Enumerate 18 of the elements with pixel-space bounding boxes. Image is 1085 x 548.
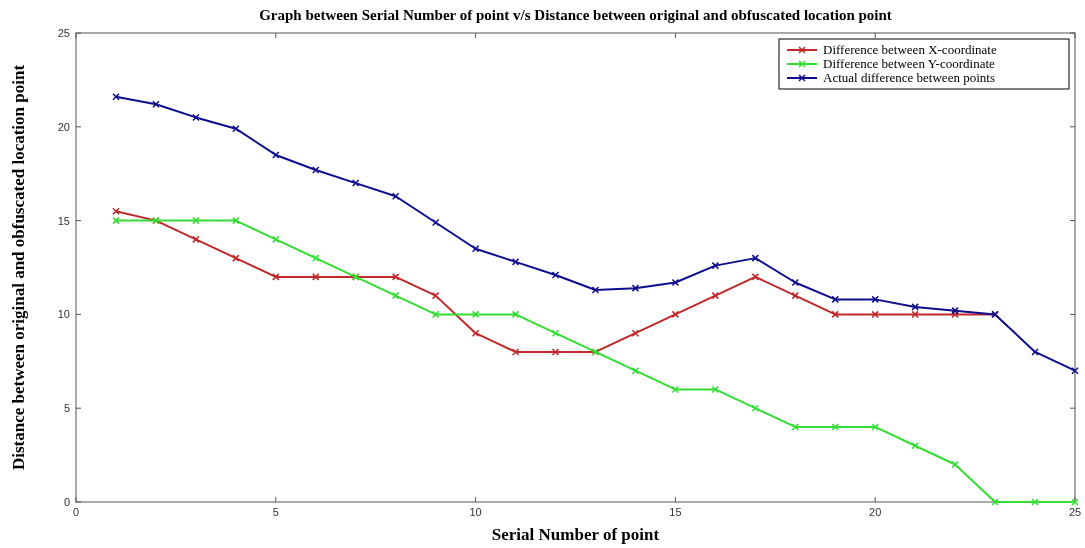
y-axis-title: Distance between original and obfuscated location point [9, 64, 28, 471]
x-tick-label: 25 [1068, 506, 1082, 518]
y-tick-label: 0 [63, 496, 70, 508]
chart-title: Graph between Serial Number of point v/s Distance between original and obfuscated location point [259, 7, 892, 23]
x-axis-title: Serial Number of point [491, 525, 660, 544]
x-tick-label: 5 [272, 506, 279, 518]
x-tick-label: 10 [469, 506, 482, 518]
x-tick-label: 20 [869, 506, 882, 518]
legend-label: Difference between X-coordinate [823, 42, 997, 57]
y-tick-label: 15 [57, 214, 70, 227]
legend-label: Actual difference between points [823, 70, 995, 85]
x-tick-label: 0 [72, 506, 80, 518]
y-tick-label: 5 [63, 402, 70, 415]
y-tick-label: 20 [57, 120, 70, 133]
y-tick-label: 25 [57, 27, 70, 39]
x-tick-label: 15 [669, 506, 682, 518]
legend-label: Difference between Y-coordinate [823, 56, 996, 71]
y-tick-label: 10 [57, 308, 70, 321]
